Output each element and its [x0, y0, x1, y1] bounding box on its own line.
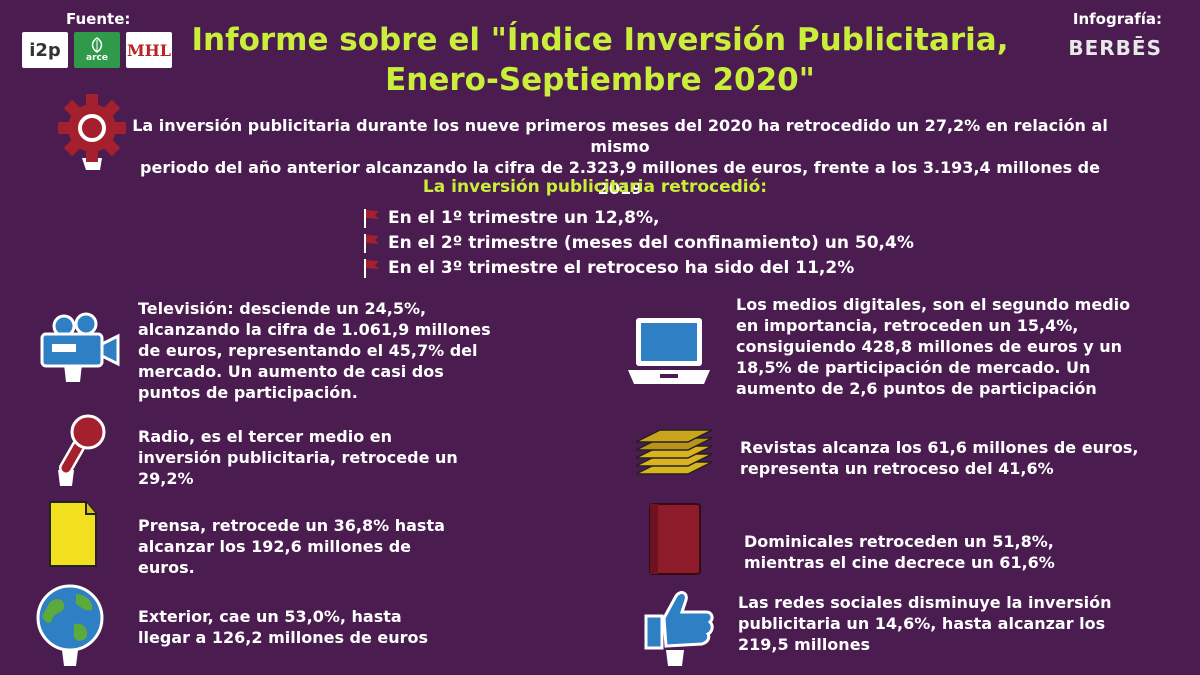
text-line: 219,5 millones — [738, 635, 871, 654]
quarter-item: En el 2º trimestre (meses del confinamie… — [362, 230, 914, 255]
text-line: puntos de participación. — [138, 383, 358, 402]
text-line: Exterior, cae un 53,0%, hasta — [138, 607, 402, 626]
i2p-logo: i2p — [22, 32, 68, 68]
text-line: aumento de 2,6 puntos de participación — [736, 379, 1097, 398]
credit-label: Infografía: — [1072, 10, 1162, 28]
gear-icon — [58, 94, 126, 170]
television-text: Televisión: desciende un 24,5%, alcanzan… — [138, 298, 498, 403]
arce-logo-text: arce — [86, 53, 108, 63]
text-line: de euros, representando el 45,7% del — [138, 341, 478, 360]
title-line: Informe sobre el "Índice Inversión Publi… — [191, 22, 1009, 58]
text-line: publicitaria un 14,6%, hasta alcanzar lo… — [738, 614, 1106, 633]
exterior-text: Exterior, cae un 53,0%, hasta llegar a 1… — [138, 606, 498, 648]
quarter-text: En el 1º trimestre un 12,8%, — [388, 207, 660, 228]
radio-text: Radio, es el tercer medio en inversión p… — [138, 426, 498, 489]
text-line: Dominicales retroceden un 51,8%, — [744, 532, 1054, 551]
laptop-icon — [628, 318, 710, 384]
microphone-icon — [58, 414, 106, 486]
video-camera-icon — [40, 312, 120, 382]
flag-icon — [364, 233, 379, 253]
leaf-icon — [91, 37, 103, 53]
quarter-item: En el 1º trimestre un 12,8%, — [362, 205, 914, 230]
quarter-item: En el 3º trimestre el retroceso ha sido … — [362, 255, 914, 280]
text-line: Prensa, retrocede un 36,8% hasta — [138, 516, 445, 535]
intro-line: La inversión publicitaria durante los nu… — [132, 116, 1108, 156]
thumbs-up-icon — [644, 591, 714, 666]
quarters-title: La inversión publicitaria retrocedió: — [422, 177, 768, 197]
document-icon — [49, 501, 97, 567]
sunday-text: Dominicales retroceden un 51,8%, mientra… — [744, 531, 1164, 573]
flag-icon — [364, 208, 379, 228]
digital-text: Los medios digitales, son el segundo med… — [736, 294, 1166, 399]
globe-icon — [36, 584, 104, 666]
social-text: Las redes sociales disminuye la inversió… — [738, 592, 1158, 655]
quarters-list: En el 1º trimestre un 12,8%, En el 2º tr… — [362, 205, 914, 280]
text-line: Los medios digitales, son el segundo med… — [736, 295, 1131, 314]
text-line: Las redes sociales disminuye la inversió… — [738, 593, 1112, 612]
text-line: consiguiendo 428,8 millones de euros y u… — [736, 337, 1122, 356]
text-line: alcanzar los 192,6 millones de — [138, 537, 412, 556]
source-logos: i2p arce MHL — [22, 32, 172, 68]
text-line: llegar a 126,2 millones de euros — [138, 628, 429, 647]
text-line: mercado. Un aumento de casi dos — [138, 362, 444, 381]
magazine-stack-icon — [635, 429, 713, 475]
mhl-logo: MHL — [126, 32, 172, 68]
text-line: 18,5% de participación de mercado. Un — [736, 358, 1091, 377]
flag-icon — [364, 258, 379, 278]
credit-brand: BERBĒS — [1068, 36, 1162, 60]
intro-line: periodo del año anterior alcanzando la c… — [140, 158, 1100, 198]
source-label: Fuente: — [66, 10, 131, 28]
book-icon — [649, 503, 701, 575]
text-line: en importancia, retroceden un 15,4%, — [736, 316, 1079, 335]
magazines-text: Revistas alcanza los 61,6 millones de eu… — [740, 437, 1160, 479]
text-line: alcanzando la cifra de 1.061,9 millones — [138, 320, 491, 339]
intro-text: La inversión publicitaria durante los nu… — [120, 115, 1120, 199]
arce-logo: arce — [74, 32, 120, 68]
page-title: Informe sobre el "Índice Inversión Publi… — [180, 20, 1020, 100]
press-text: Prensa, retrocede un 36,8% hasta alcanza… — [138, 515, 498, 578]
text-line: euros. — [138, 558, 195, 577]
quarter-text: En el 3º trimestre el retroceso ha sido … — [388, 257, 855, 278]
text-line: representa un retroceso del 41,6% — [740, 459, 1054, 478]
text-line: 29,2% — [138, 469, 194, 488]
quarter-text: En el 2º trimestre (meses del confinamie… — [388, 232, 914, 253]
text-line: Revistas alcanza los 61,6 millones de eu… — [740, 438, 1139, 457]
text-line: Radio, es el tercer medio en — [138, 427, 392, 446]
text-line: inversión publicitaria, retrocede un — [138, 448, 458, 467]
text-line: Televisión: desciende un 24,5%, — [138, 299, 427, 318]
text-line: mientras el cine decrece un 61,6% — [744, 553, 1055, 572]
title-line: Enero-Septiembre 2020" — [385, 62, 815, 98]
